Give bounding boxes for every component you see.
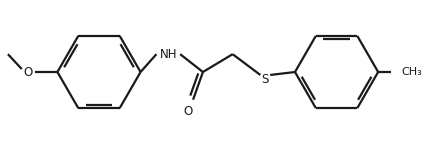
Text: O: O (23, 66, 32, 78)
Text: CH₃: CH₃ (401, 67, 422, 77)
Text: S: S (262, 73, 269, 86)
Text: NH: NH (159, 48, 177, 61)
Text: O: O (184, 105, 193, 118)
